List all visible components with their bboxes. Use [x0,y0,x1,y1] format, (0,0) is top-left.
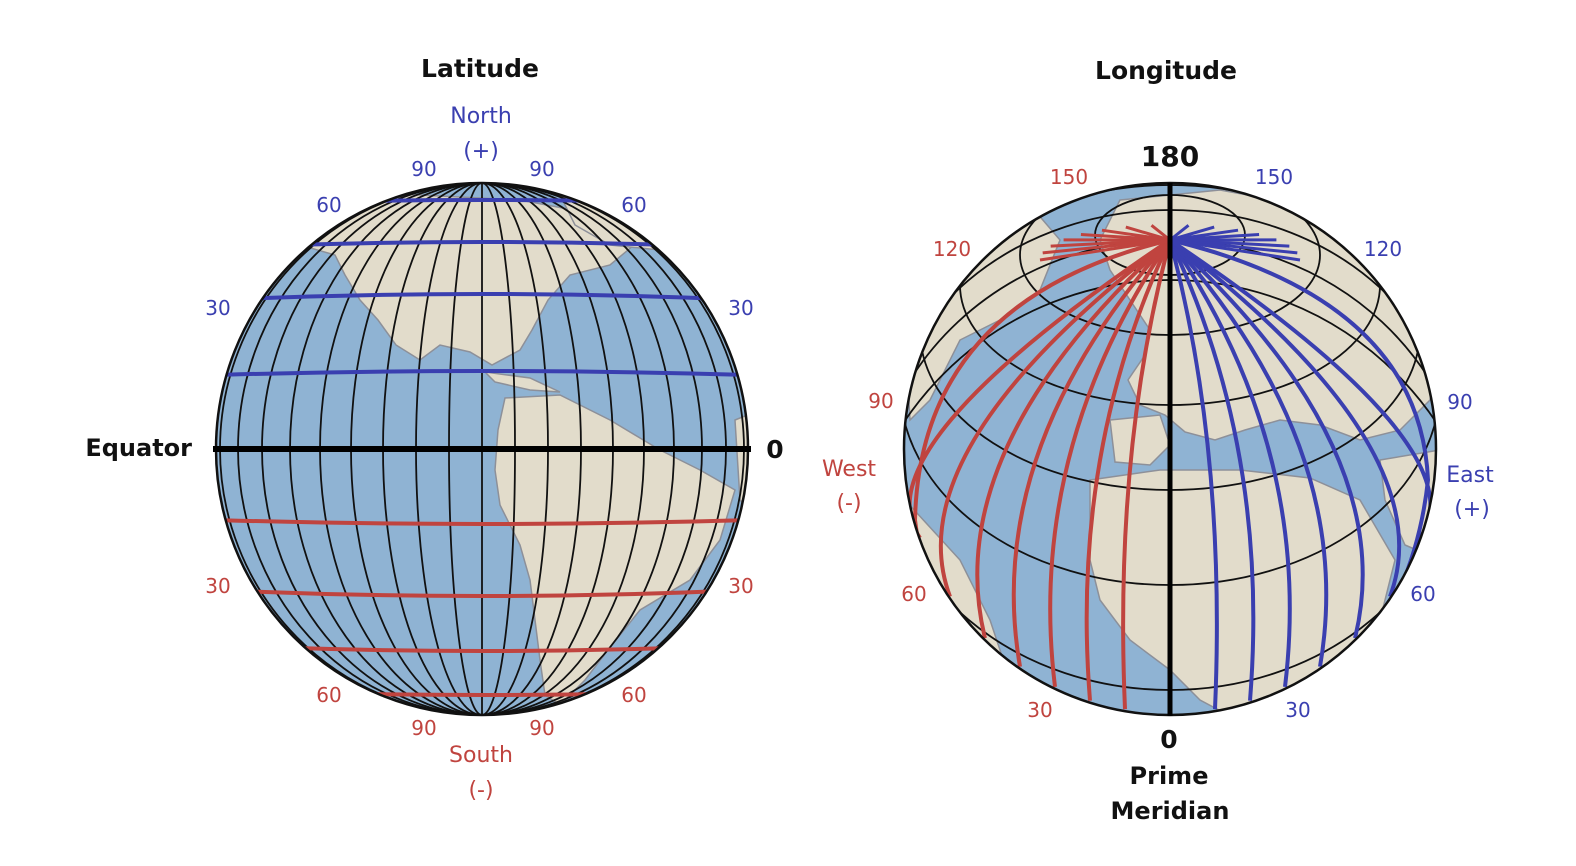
east-meridian-line [1168,238,1329,668]
east-meridian-line [1168,238,1292,688]
north-parallel-line [216,369,748,377]
north-label: North [450,104,512,129]
west-sign: (-) [836,491,861,516]
longitude-globe [902,181,1438,717]
latitude-title: Latitude [421,54,539,83]
lat-north-value: 90 [529,157,554,181]
prime-meridian-value: 0 [1160,725,1177,754]
lon-west-value: 120 [933,237,971,261]
south-label: South [449,743,513,768]
north-sign: (+) [463,139,499,164]
east-meridian-line [1168,238,1402,598]
longitude-title: Longitude [1095,56,1237,85]
lat-south-value: 30 [205,574,230,598]
east-meridian-line [1169,224,1190,242]
lon-east-value: 150 [1255,165,1293,189]
south-parallel-line [216,588,748,598]
longitude-180-value: 180 [1141,140,1199,173]
south-parallel-line [216,518,748,526]
west-meridian-line [975,238,1172,639]
lon-east-value: 30 [1285,698,1310,722]
iberia-landmass [1109,414,1171,466]
west-meridian-line [1011,238,1172,668]
lat-north-value: 60 [621,193,646,217]
latitude-globe [213,181,751,717]
lat-north-value: 30 [205,296,230,320]
lon-west-value: 150 [1050,165,1088,189]
lat-north-value: 90 [411,157,436,181]
east-label: East [1446,463,1494,488]
lat-south-value: 60 [621,683,646,707]
east-meridian-line [1168,238,1365,639]
lon-east-value: 60 [1410,582,1435,606]
east-sign: (+) [1454,497,1490,522]
caribbean-islands [482,370,561,393]
lat-south-value: 60 [316,683,341,707]
lat-south-value: 30 [728,574,753,598]
south-sign: (-) [468,778,493,803]
lat-south-value: 90 [411,716,436,740]
east-meridian-line [1168,239,1219,710]
equator-label: Equator [85,434,192,462]
west-meridian-line [1121,239,1172,710]
east-meridian-line [1169,228,1239,242]
east-meridian-line [1169,225,1215,242]
west-meridian-line [1150,224,1171,242]
lon-west-value: 30 [1027,698,1052,722]
west-meridian-line [1084,239,1172,701]
lon-east-value: 120 [1364,237,1402,261]
west-meridian-line [1048,238,1172,688]
west-meridian-line [1101,228,1171,242]
lon-east-value: 90 [1447,390,1472,414]
equator-value: 0 [766,435,783,464]
north-parallel-line [216,292,748,302]
prime-meridian-label-line2: Meridian [1111,797,1230,825]
west-meridian-line [1125,225,1171,242]
east-meridian-line [1168,239,1256,701]
lon-west-value: 90 [868,389,893,413]
lon-west-value: 60 [901,582,926,606]
west-meridian-line [938,238,1172,598]
lat-south-value: 90 [529,716,554,740]
lat-north-value: 30 [728,296,753,320]
lat-north-value: 60 [316,193,341,217]
prime-meridian-label-line1: Prime [1130,762,1209,790]
west-label: West [822,457,876,482]
